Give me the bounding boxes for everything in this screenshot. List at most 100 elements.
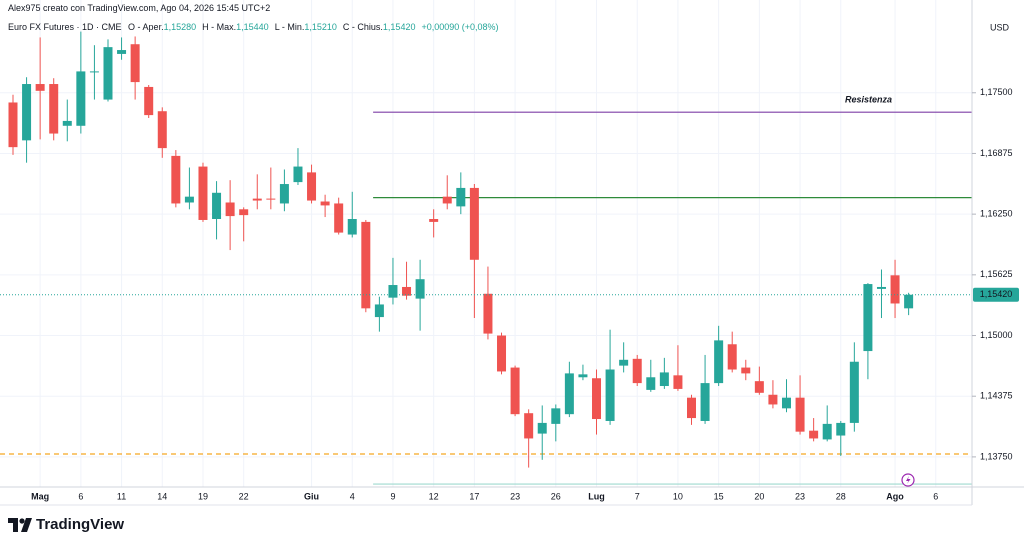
alert-icon: [901, 473, 915, 487]
price-label: 1,15420: [980, 289, 1013, 299]
legend: Euro FX Futures · 1D · CME O - Aper.1,15…: [8, 22, 505, 32]
candle-body: [809, 430, 819, 439]
candle-body: [252, 198, 262, 201]
header: Alex975 creato con TradingView.com, Ago …: [8, 3, 271, 13]
currency: USD: [990, 22, 1010, 32]
x-tick-label: Lug: [588, 491, 605, 501]
x-tick-label: 6: [933, 491, 938, 501]
candle-body: [592, 378, 602, 420]
candle-body: [876, 286, 886, 289]
candle-body: [415, 279, 425, 299]
candle-body: [497, 335, 507, 372]
candle-body: [469, 187, 479, 260]
candle-body: [687, 397, 696, 419]
legend-key: C - Chius.: [342, 22, 383, 32]
candle-body: [741, 367, 751, 374]
x-tick-label: 14: [157, 491, 167, 501]
x-tick-label: Mag: [31, 491, 49, 501]
brand-name: TradingView: [36, 516, 125, 533]
candle-body: [103, 47, 113, 100]
x-tick-label: 15: [714, 491, 724, 501]
x-tick-label: 11: [117, 491, 126, 501]
candle-body: [279, 184, 289, 204]
candle-body: [605, 369, 615, 421]
brand: TradingView: [8, 516, 124, 533]
candle-body: [714, 340, 724, 384]
legend-value: 1,15440: [236, 22, 269, 32]
candle-body: [184, 196, 194, 203]
candle-body: [266, 198, 276, 200]
candle-body: [849, 361, 859, 423]
candle-body: [22, 84, 32, 141]
candle-body: [510, 367, 520, 415]
candle-body: [646, 377, 656, 390]
candle-body: [578, 374, 588, 378]
y-tick-label: 1,17500: [980, 87, 1013, 97]
candle-body: [904, 294, 914, 309]
candle-body: [225, 202, 235, 217]
candle-body: [700, 383, 710, 421]
candle-body: [320, 201, 330, 206]
candle-body: [212, 192, 222, 219]
x-tick-label: 22: [239, 491, 249, 501]
y-tick-label: 1,15625: [980, 269, 1013, 279]
x-tick-label: Giu: [304, 491, 319, 501]
y-tick-label: 1,16875: [980, 148, 1013, 158]
candle-body: [374, 304, 384, 318]
line-label: Resistenza: [845, 95, 892, 105]
candle-body: [456, 187, 466, 207]
candle-body: [795, 397, 805, 432]
legend-key: L - Min.: [274, 22, 305, 32]
candle-body: [144, 86, 154, 116]
candle-body: [781, 397, 791, 409]
candle-body: [307, 172, 317, 201]
x-tick-label: 19: [198, 491, 208, 501]
candle-body: [117, 50, 127, 54]
legend-value: 1,15420: [382, 22, 416, 32]
candle-body: [863, 284, 873, 352]
candle-body: [673, 375, 683, 389]
x-tick-label: 17: [469, 491, 479, 501]
brand-logo: [8, 517, 32, 532]
x-tick-label: 23: [795, 491, 805, 501]
candle-body: [564, 373, 574, 415]
candle-body: [62, 120, 72, 126]
candle-body: [8, 102, 18, 148]
candle-body: [429, 219, 439, 222]
x-tick-label: 20: [754, 491, 764, 501]
candle-body: [551, 408, 561, 424]
legend-key: O - Aper.: [128, 22, 164, 32]
candle-body: [171, 155, 181, 204]
candle-body: [537, 422, 547, 434]
candle-body: [89, 71, 99, 73]
candle-body: [388, 285, 398, 298]
candle-body: [524, 413, 534, 439]
x-tick-label: 12: [429, 491, 439, 501]
candle-body: [76, 71, 86, 126]
legend-value: 1,15210: [304, 22, 337, 32]
candle-body: [130, 44, 140, 83]
y-tick-label: 1,14375: [980, 391, 1013, 401]
candle-body: [334, 203, 344, 233]
candle-body: [347, 219, 357, 235]
candle-body: [442, 196, 452, 204]
candle-body: [754, 381, 764, 393]
y-tick-label: 1,13750: [980, 451, 1013, 461]
candle-body: [293, 166, 303, 183]
candle-body: [198, 166, 208, 220]
legend-value: 1,15280: [163, 22, 197, 32]
y-tick-label: 1,16250: [980, 209, 1013, 219]
price-label-box: [973, 287, 1019, 302]
x-tick-label: 6: [78, 491, 83, 501]
x-tick-label: 26: [551, 491, 561, 501]
x-tick-label: 23: [510, 491, 520, 501]
candle-body: [157, 111, 167, 149]
y-tick-label: 1,15000: [980, 330, 1013, 340]
candle-body: [361, 221, 371, 309]
candle-body: [49, 84, 59, 134]
candle-body: [768, 394, 778, 405]
candle-body: [483, 293, 493, 334]
x-tick-label: 10: [673, 491, 683, 501]
